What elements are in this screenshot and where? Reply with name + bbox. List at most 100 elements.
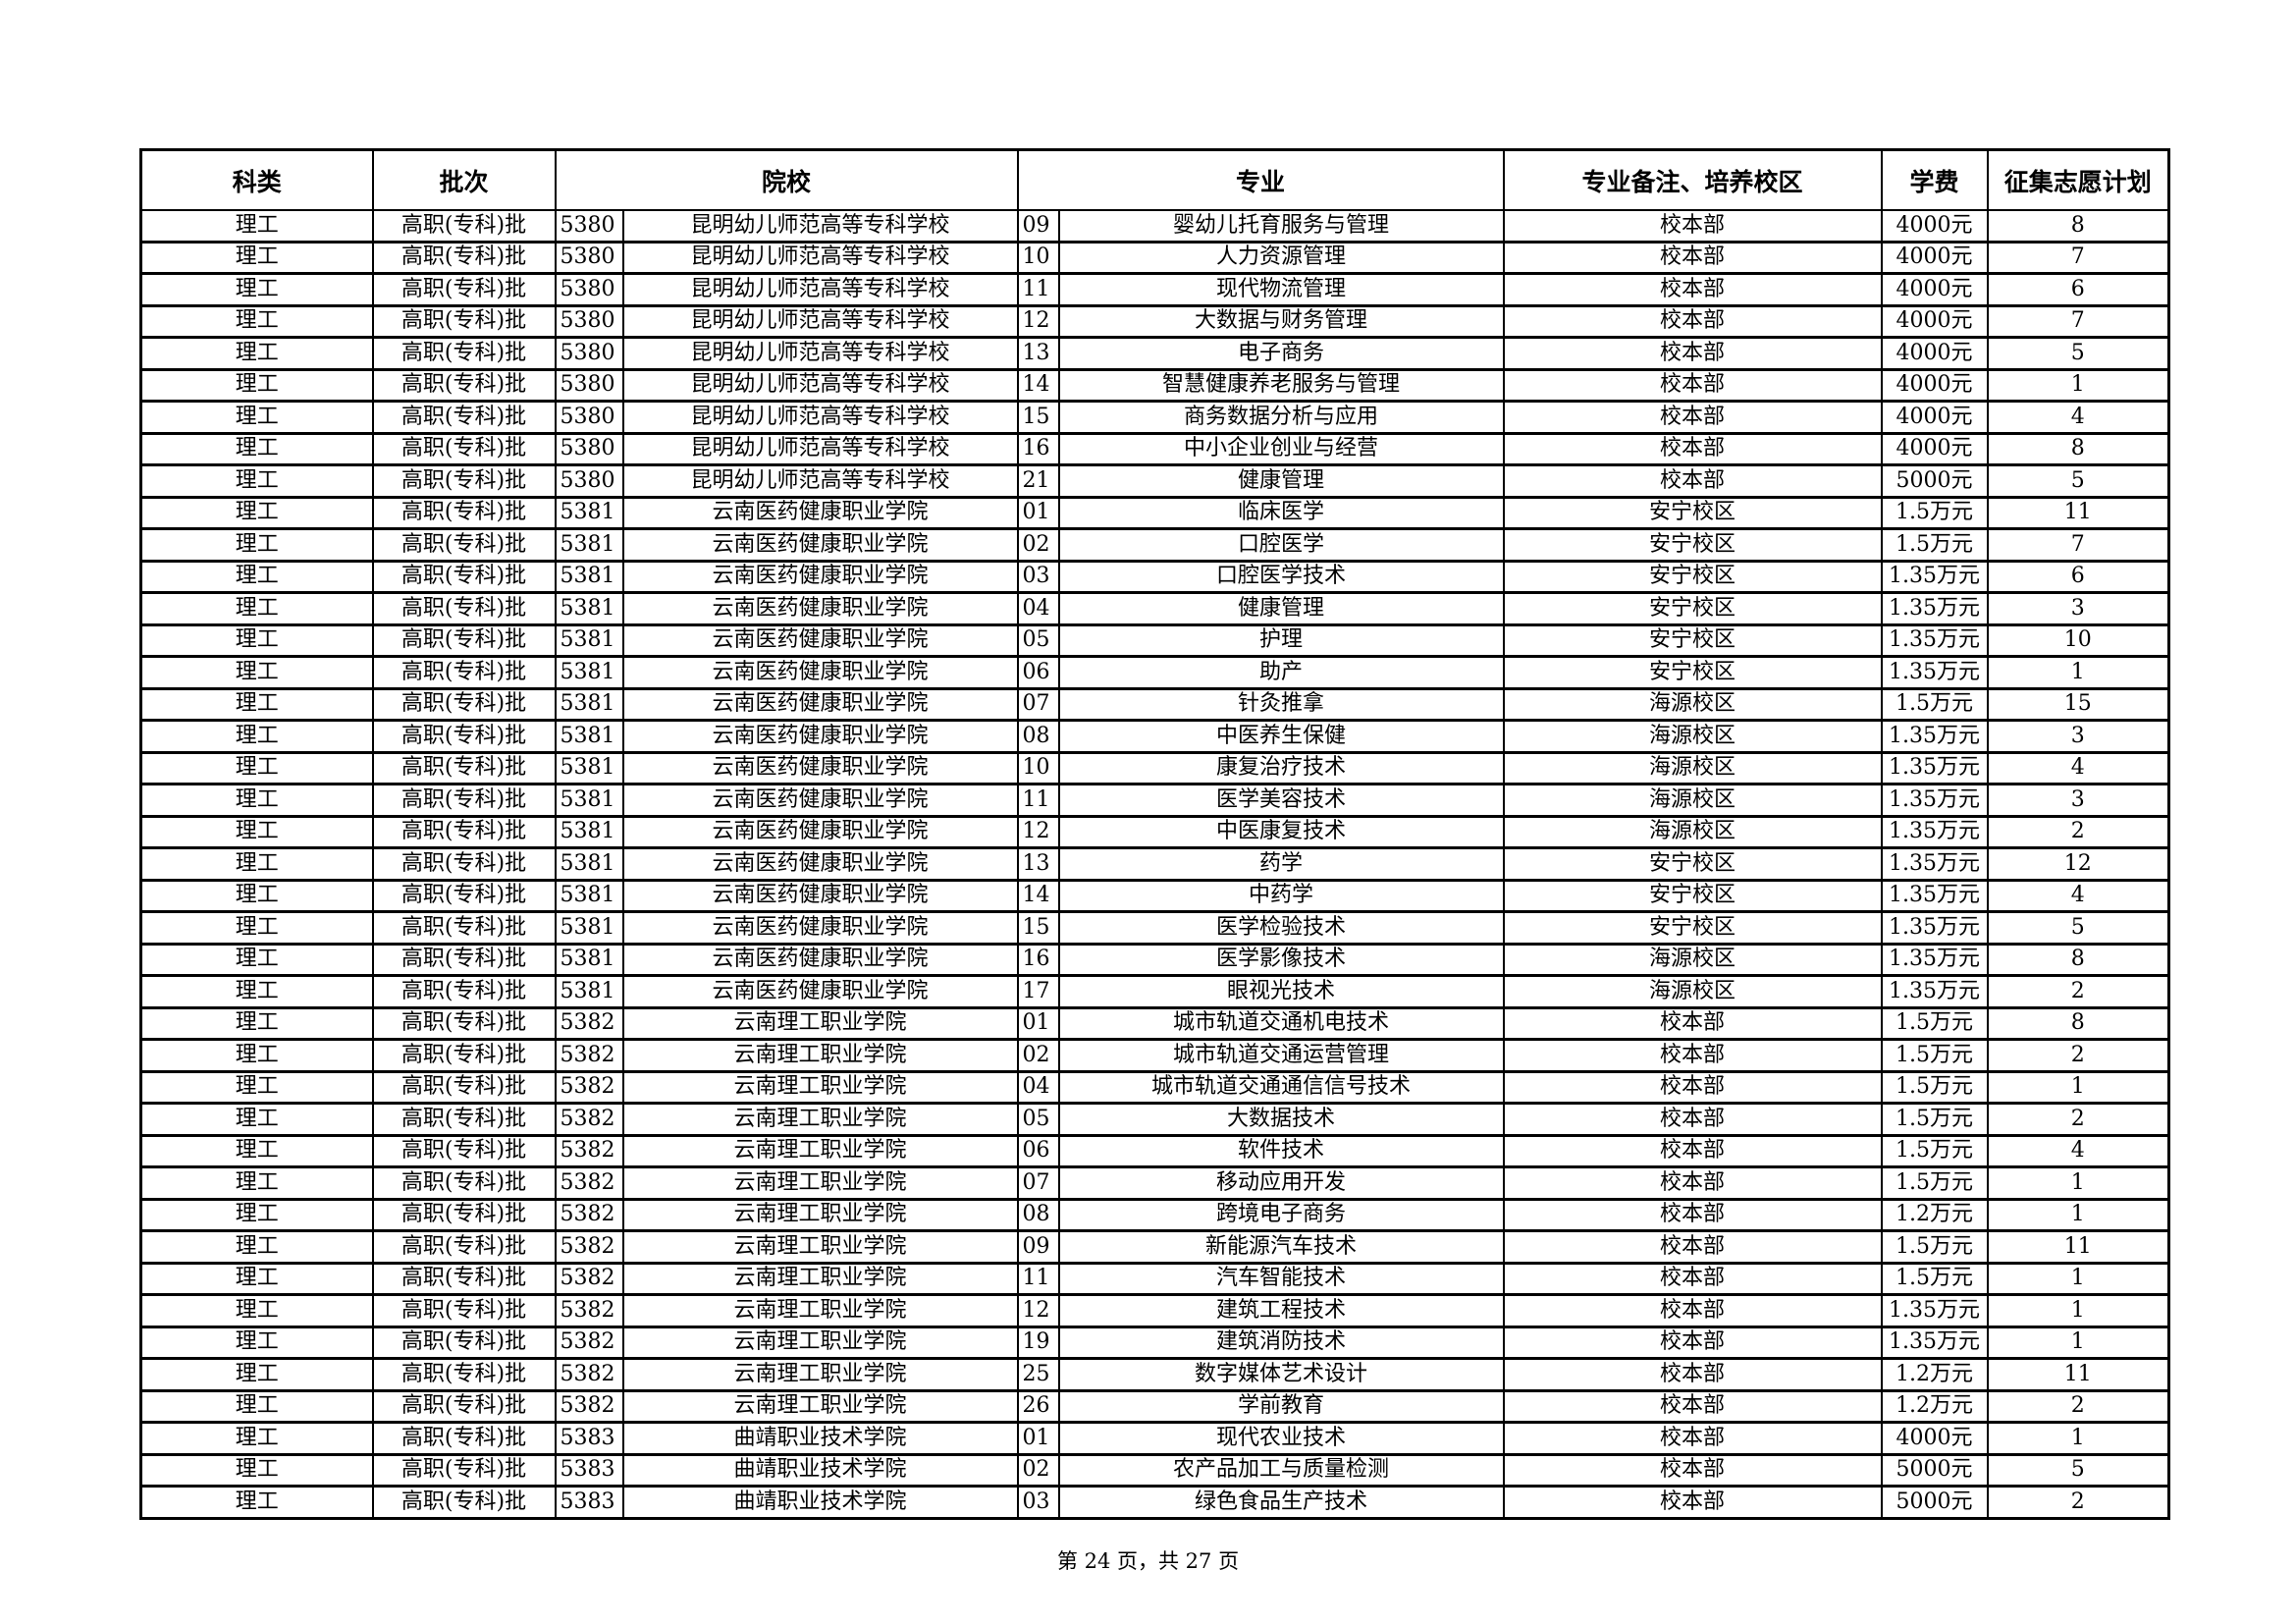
cell-school-name: 云南理工职业学院 — [621, 1294, 1019, 1328]
cell-batch: 高职(专科)批 — [371, 337, 557, 371]
cell-school-code: 5382 — [554, 1039, 624, 1073]
cell-category: 理工 — [139, 1486, 374, 1520]
page-footer: 第 24 页，共 27 页 — [1056, 1549, 1240, 1573]
cell-school-name: 云南医药健康职业学院 — [621, 656, 1019, 690]
cell-fee: 1.5万元 — [1880, 528, 1989, 563]
cell-plan-count: 1 — [1986, 1422, 2170, 1456]
cell-plan-count: 2 — [1986, 1039, 2170, 1073]
table-row: 理工 高职(专科)批 5381 云南医药健康职业学院 15 医学检验技术 安宁校区 1.35万… — [139, 911, 2170, 946]
cell-school-code: 5381 — [554, 944, 624, 977]
cell-campus: 安宁校区 — [1502, 528, 1883, 563]
cell-major-name: 护理 — [1057, 624, 1505, 658]
header-major: 专业 — [1016, 148, 1505, 211]
cell-school-code: 5381 — [554, 656, 624, 690]
cell-plan-count: 4 — [1986, 1135, 2170, 1168]
cell-school-name: 昆明幼儿师范高等专科学校 — [621, 242, 1019, 275]
cell-campus: 海源校区 — [1502, 688, 1883, 722]
cell-category: 理工 — [139, 1230, 374, 1265]
cell-fee: 1.35万元 — [1880, 880, 1989, 913]
cell-campus: 校本部 — [1502, 369, 1883, 403]
table-row: 理工 高职(专科)批 5381 云南医药健康职业学院 03 口腔医学技术 安宁校区 1.35万… — [139, 561, 2170, 594]
table-row: 理工 高职(专科)批 5381 云南医药健康职业学院 05 护理 安宁校区 1.35万元 10 — [139, 624, 2170, 658]
cell-major-name: 农产品加工与质量检测 — [1057, 1454, 1505, 1488]
table-row: 理工 高职(专科)批 5382 云南理工职业学院 08 跨境电子商务 校本部 1.2万元 1 — [139, 1199, 2170, 1232]
cell-school-code: 5382 — [554, 1071, 624, 1105]
cell-campus: 安宁校区 — [1502, 497, 1883, 530]
cell-school-name: 云南医药健康职业学院 — [621, 688, 1019, 722]
cell-fee: 1.5万元 — [1880, 1071, 1989, 1105]
cell-school-code: 5381 — [554, 720, 624, 754]
cell-fee: 5000元 — [1880, 464, 1989, 499]
cell-fee: 5000元 — [1880, 1454, 1989, 1488]
cell-major-name: 临床医学 — [1057, 497, 1505, 530]
cell-batch: 高职(专科)批 — [371, 369, 557, 403]
cell-fee: 1.35万元 — [1880, 1326, 1989, 1360]
cell-campus: 校本部 — [1502, 1390, 1883, 1424]
cell-campus: 校本部 — [1502, 337, 1883, 371]
cell-school-code: 5381 — [554, 911, 624, 946]
cell-batch: 高职(专科)批 — [371, 784, 557, 818]
cell-school-name: 昆明幼儿师范高等专科学校 — [621, 401, 1019, 435]
cell-major-code: 11 — [1016, 784, 1060, 818]
cell-campus: 校本部 — [1502, 1039, 1883, 1073]
cell-campus: 海源校区 — [1502, 816, 1883, 849]
cell-campus: 校本部 — [1502, 1103, 1883, 1137]
table-row: 理工 高职(专科)批 5382 云南理工职业学院 07 移动应用开发 校本部 1.5万元 1 — [139, 1166, 2170, 1201]
cell-major-name: 汽车智能技术 — [1057, 1263, 1505, 1296]
cell-school-code: 5380 — [554, 210, 624, 244]
table-row: 理工 高职(专科)批 5381 云南医药健康职业学院 01 临床医学 安宁校区 1.5万元 11 — [139, 497, 2170, 530]
table-row: 理工 高职(专科)批 5381 云南医药健康职业学院 02 口腔医学 安宁校区 1.5万元 7 — [139, 528, 2170, 563]
cell-fee: 1.2万元 — [1880, 1358, 1989, 1392]
cell-major-code: 02 — [1016, 1454, 1060, 1488]
table-row: 理工 高职(专科)批 5382 云南理工职业学院 01 城市轨道交通机电技术 校本部 1.5万… — [139, 1007, 2170, 1041]
table-row: 理工 高职(专科)批 5380 昆明幼儿师范高等专科学校 12 大数据与财务管理 校本部 40… — [139, 305, 2170, 339]
cell-batch: 高职(专科)批 — [371, 242, 557, 275]
cell-plan-count: 2 — [1986, 1103, 2170, 1137]
cell-fee: 1.2万元 — [1880, 1199, 1989, 1232]
table-row: 理工 高职(专科)批 5382 云南理工职业学院 26 学前教育 校本部 1.2万元 2 — [139, 1390, 2170, 1424]
cell-major-name: 学前教育 — [1057, 1390, 1505, 1424]
cell-campus: 校本部 — [1502, 464, 1883, 499]
cell-school-code: 5383 — [554, 1454, 624, 1488]
cell-school-code: 5383 — [554, 1422, 624, 1456]
cell-plan-count: 2 — [1986, 816, 2170, 849]
header-batch: 批次 — [371, 148, 557, 211]
cell-category: 理工 — [139, 1135, 374, 1168]
cell-school-name: 曲靖职业技术学院 — [621, 1454, 1019, 1488]
cell-plan-count: 2 — [1986, 1486, 2170, 1520]
cell-campus: 校本部 — [1502, 1199, 1883, 1232]
cell-campus: 校本部 — [1502, 1135, 1883, 1168]
admission-plan-table: 科类 批次 院校 专业 专业备注、培养校区 学费 征集志愿计划 理工 高职(专科)… — [139, 148, 2171, 1520]
cell-category: 理工 — [139, 369, 374, 403]
cell-major-code: 05 — [1016, 624, 1060, 658]
cell-category: 理工 — [139, 847, 374, 882]
cell-plan-count: 10 — [1986, 624, 2170, 658]
cell-school-code: 5381 — [554, 847, 624, 882]
table-row: 理工 高职(专科)批 5382 云南理工职业学院 25 数字媒体艺术设计 校本部 1.2万元 1… — [139, 1358, 2170, 1392]
cell-plan-count: 11 — [1986, 1230, 2170, 1265]
cell-major-name: 中小企业创业与经营 — [1057, 433, 1505, 466]
cell-plan-count: 5 — [1986, 1454, 2170, 1488]
cell-school-code: 5381 — [554, 561, 624, 594]
cell-major-name: 跨境电子商务 — [1057, 1199, 1505, 1232]
header-category: 科类 — [139, 148, 374, 211]
cell-plan-count: 1 — [1986, 1294, 2170, 1328]
cell-major-code: 04 — [1016, 1071, 1060, 1105]
cell-batch: 高职(专科)批 — [371, 1326, 557, 1360]
cell-batch: 高职(专科)批 — [371, 816, 557, 849]
cell-batch: 高职(专科)批 — [371, 1103, 557, 1137]
table-row: 理工 高职(专科)批 5383 曲靖职业技术学院 01 现代农业技术 校本部 4000元 1 — [139, 1422, 2170, 1456]
cell-school-name: 云南医药健康职业学院 — [621, 497, 1019, 530]
table-row: 理工 高职(专科)批 5382 云南理工职业学院 06 软件技术 校本部 1.5万元 4 — [139, 1135, 2170, 1168]
cell-school-code: 5383 — [554, 1486, 624, 1520]
cell-school-name: 云南医药健康职业学院 — [621, 975, 1019, 1009]
cell-school-code: 5382 — [554, 1166, 624, 1201]
cell-major-name: 口腔医学技术 — [1057, 561, 1505, 594]
cell-major-name: 健康管理 — [1057, 592, 1505, 626]
cell-fee: 1.35万元 — [1880, 847, 1989, 882]
cell-plan-count: 11 — [1986, 1358, 2170, 1392]
cell-campus: 校本部 — [1502, 1263, 1883, 1296]
cell-plan-count: 7 — [1986, 305, 2170, 339]
cell-batch: 高职(专科)批 — [371, 624, 557, 658]
cell-major-code: 09 — [1016, 210, 1060, 244]
